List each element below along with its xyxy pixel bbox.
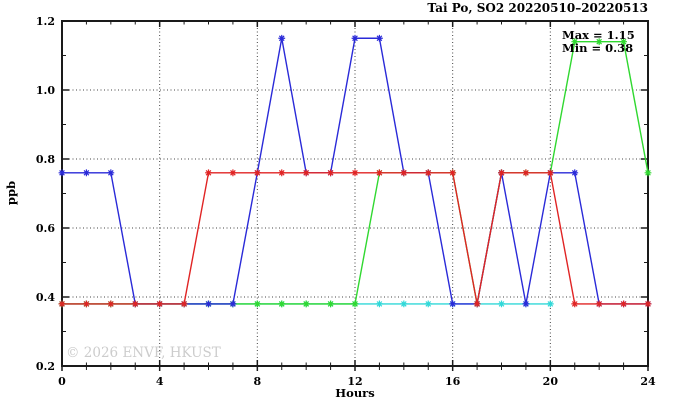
y-tick-label: 0.2 [36, 360, 55, 373]
x-axis-title: Hours [335, 386, 374, 400]
y-tick-label: 1.2 [36, 15, 55, 28]
y-tick-label: 0.4 [36, 291, 55, 304]
y-tick-labels: 0.2 0.4 0.6 0.8 1.0 1.2 [36, 15, 55, 373]
x-tick-label: 8 [254, 375, 262, 388]
min-annotation-label: Min = 0.38 [562, 41, 633, 55]
max-annotation-label: Max = 1.15 [562, 28, 635, 42]
y-axis-title: ppb [4, 181, 18, 205]
y-tick-label: 0.6 [36, 222, 55, 235]
axis-ticks [61, 20, 649, 371]
watermark-text: © 2026 ENVF, HKUST [66, 345, 221, 361]
x-tick-label: 12 [347, 375, 362, 388]
series-red-markers [58, 169, 652, 308]
x-tick-label: 0 [58, 375, 66, 388]
series-red [58, 169, 652, 308]
x-tick-label: 20 [543, 375, 559, 388]
x-tick-label: 4 [156, 375, 164, 388]
x-tick-label: 24 [640, 375, 656, 388]
x-tick-labels: 0 4 8 12 16 20 24 [58, 375, 656, 388]
x-tick-label: 16 [445, 375, 461, 388]
y-tick-label: 0.8 [36, 153, 55, 166]
y-tick-label: 1.0 [36, 84, 55, 97]
data-series [58, 34, 652, 308]
max-min-annotation: Max = 1.15 Min = 0.38 [562, 28, 635, 55]
chart-title: Tai Po, SO2 20220510–20220513 [427, 1, 648, 15]
grid-lines [62, 21, 648, 366]
